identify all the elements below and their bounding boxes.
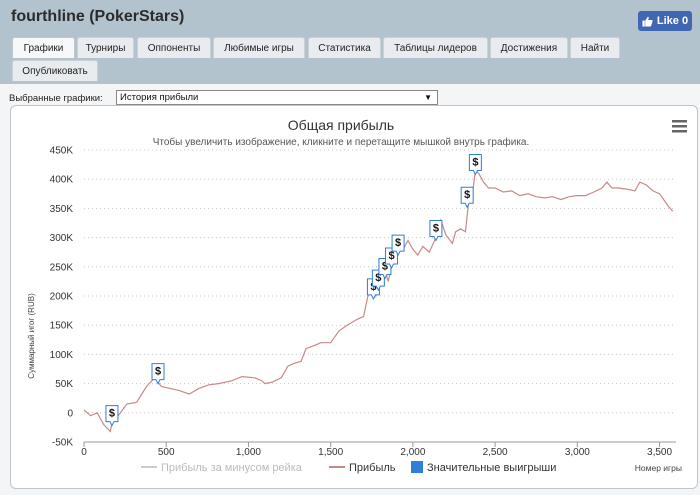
tab-tournaments[interactable]: Турниры	[77, 37, 134, 58]
tab-opponents[interactable]: Оппоненты	[137, 37, 211, 58]
chart-subtitle: Чтобы увеличить изображение, кликните и …	[153, 136, 530, 148]
y-tick-label: -50K	[52, 438, 73, 449]
big-win-flag[interactable]: $	[468, 154, 482, 176]
flag-box	[429, 220, 443, 242]
big-win-flag[interactable]: $	[151, 363, 165, 385]
chart-menu-icon[interactable]	[672, 120, 687, 133]
y-tick-label: 0	[67, 408, 73, 419]
chart-title: Общая прибыль	[288, 117, 394, 133]
tab-label: Статистика	[318, 42, 371, 54]
y-tick-label: 450K	[50, 146, 74, 157]
legend-label: Прибыль	[349, 462, 396, 474]
tab-achievements[interactable]: Достижения	[490, 37, 568, 58]
tab-label: Опубликовать	[22, 65, 88, 77]
x-tick-label: 0	[81, 447, 87, 458]
x-axis-title: Номер игры	[635, 463, 682, 473]
flag-box	[105, 405, 119, 427]
y-tick-label: 400K	[50, 175, 74, 186]
facebook-like-button[interactable]: Like 0	[638, 11, 692, 31]
chart-legend: Прибыль за минусом рейка Прибыль Значитель…	[141, 461, 556, 474]
legend-item[interactable]: Прибыль	[329, 462, 396, 474]
x-tick-label: 1,000	[236, 447, 261, 458]
x-tick-label: 3,500	[647, 447, 672, 458]
y-axis-title: Суммарный игог (RUB)	[27, 293, 36, 379]
y-tick-label: 300K	[50, 233, 74, 244]
legend-label: Прибыль за минусом рейка	[161, 462, 303, 474]
tab-label: Достижения	[500, 42, 558, 54]
big-win-flag[interactable]: $	[391, 234, 405, 257]
y-tick-label: 100K	[50, 350, 74, 361]
y-tick-label: 150K	[50, 321, 74, 332]
graph-select-value: История прибыли	[120, 92, 199, 103]
profit-series-line	[83, 169, 674, 433]
graph-select[interactable]: История прибыли ▼	[116, 90, 438, 105]
facebook-like-label: Like 0	[656, 15, 689, 27]
tab-label: Найти	[580, 42, 610, 54]
flag-label: $	[472, 157, 478, 169]
x-tick-label: 500	[158, 447, 175, 458]
thumbs-up-icon	[642, 16, 653, 27]
flag-label: $	[155, 366, 161, 378]
tab-label: Таблицы лидеров	[394, 42, 477, 54]
flag-box	[468, 154, 482, 176]
x-tick-label: 2,500	[483, 447, 508, 458]
tab-publish[interactable]: Опубликовать	[12, 60, 98, 81]
x-tick-label: 2,000	[400, 447, 425, 458]
tab-label: Графики	[23, 42, 64, 54]
page-title: fourthline (PokerStars)	[11, 8, 185, 25]
graph-select-label: Выбранные графики:	[9, 93, 103, 104]
flag-label: $	[370, 281, 376, 293]
chart-panel: Общая прибыль Чтобы увеличить изображени…	[10, 105, 698, 489]
y-tick-label: 200K	[50, 292, 74, 303]
flag-label: $	[382, 260, 388, 272]
series-layer	[83, 169, 674, 433]
tab-label: Турниры	[85, 42, 126, 54]
flag-box	[391, 234, 405, 257]
legend-item[interactable]: Прибыль за минусом рейка	[141, 462, 303, 474]
profit-chart[interactable]: Общая прибыль Чтобы увеличить изображени…	[11, 106, 699, 490]
tab-leaderboards[interactable]: Таблицы лидеров	[383, 37, 488, 58]
big-win-flag[interactable]: $	[429, 220, 443, 242]
y-tick-label: 250K	[50, 262, 74, 273]
big-win-flag[interactable]: $	[460, 186, 474, 209]
tab-label: Любимые игры	[224, 42, 294, 54]
tab-statistics[interactable]: Статистика	[308, 37, 381, 58]
tab-label: Оппоненты	[147, 42, 201, 54]
flag-label: $	[388, 250, 394, 262]
flag-label: $	[433, 223, 439, 235]
tab-find[interactable]: Найти	[570, 37, 620, 58]
flag-layer: $$$$$$$$$$	[105, 154, 482, 427]
legend-swatch	[411, 461, 423, 473]
tab-favorite-games[interactable]: Любимые игры	[213, 37, 305, 58]
y-tick-label: 350K	[50, 204, 74, 215]
y-tick-label: 50K	[55, 379, 73, 390]
legend-label: Значительные выигрыши	[427, 462, 556, 474]
x-tick-label: 3,000	[565, 447, 590, 458]
flag-label: $	[395, 237, 401, 249]
flag-box	[151, 363, 165, 385]
flag-box	[460, 186, 474, 209]
big-win-flag[interactable]: $	[105, 405, 119, 427]
flag-label: $	[464, 189, 470, 201]
tab-charts[interactable]: Графики	[12, 37, 75, 58]
x-tick-label: 1,500	[318, 447, 343, 458]
flag-label: $	[109, 408, 115, 420]
dropdown-arrow-icon: ▼	[424, 93, 432, 102]
legend-item[interactable]: Значительные выигрыши	[411, 461, 556, 474]
axis-labels: -50K 0 50K 100K 150K 200K 250K 300K 350K 400K 450K…	[50, 146, 673, 459]
flag-label: $	[375, 272, 381, 284]
